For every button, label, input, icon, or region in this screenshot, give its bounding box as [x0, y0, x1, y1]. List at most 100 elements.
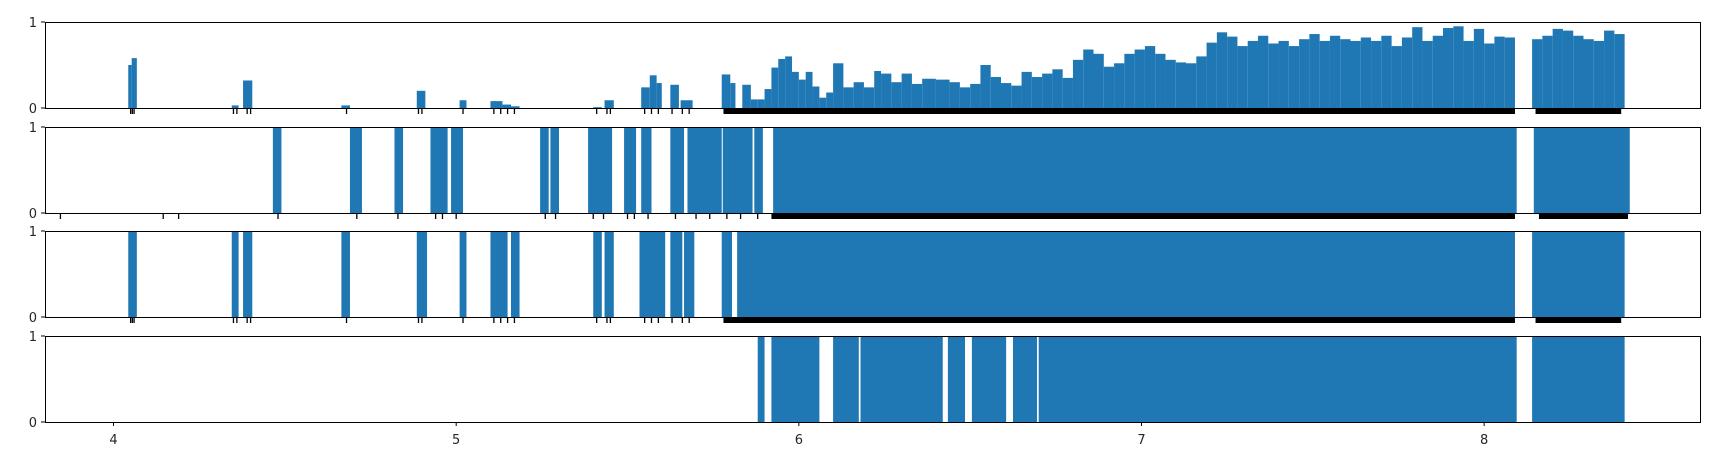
x-tick-label: 8 [1480, 433, 1488, 448]
bar [511, 106, 520, 108]
rug-span [1535, 318, 1622, 323]
bar [771, 67, 779, 108]
bar [1103, 66, 1115, 108]
y-tick-label: 1 [29, 121, 37, 136]
bar [550, 127, 559, 213]
bar [1042, 73, 1053, 108]
bar [341, 105, 350, 108]
bar [243, 80, 253, 108]
bar [1453, 26, 1464, 108]
rug-span [723, 109, 1515, 114]
bar [947, 336, 966, 422]
bar [863, 87, 875, 108]
bar [394, 127, 404, 213]
bar [1155, 53, 1166, 108]
bar [1573, 35, 1584, 109]
bar [680, 100, 693, 108]
bars-group [757, 336, 1625, 422]
bar [1309, 34, 1320, 108]
bar [1216, 32, 1228, 108]
panel-1: 01 [29, 16, 1701, 117]
bar [721, 74, 731, 108]
bar [1473, 28, 1485, 109]
bar [826, 92, 834, 108]
panel-3: 01 [29, 225, 1701, 326]
bar [490, 231, 508, 317]
bar [1052, 69, 1063, 108]
bar [540, 127, 549, 213]
bar [1432, 35, 1444, 109]
bar [833, 63, 844, 108]
bar [511, 231, 520, 317]
bar [459, 100, 467, 108]
bar [1614, 34, 1625, 108]
bar [1593, 40, 1605, 108]
bar [459, 231, 467, 317]
bar [1381, 35, 1392, 109]
bar [687, 127, 722, 213]
bar [1257, 35, 1269, 109]
bar [341, 231, 350, 317]
bar [757, 99, 765, 108]
bar [1021, 71, 1032, 108]
y-tick-label: 0 [29, 416, 37, 431]
rug-span [723, 318, 1515, 323]
bar [231, 105, 239, 108]
bar [1237, 46, 1248, 108]
bar [1532, 336, 1625, 422]
bar [990, 77, 1001, 108]
bar [812, 86, 820, 108]
bar [1299, 39, 1310, 109]
y-tick-label: 0 [29, 311, 37, 326]
bar [1186, 63, 1197, 108]
x-tick-label: 6 [795, 433, 803, 448]
bar [1012, 336, 1037, 422]
bar [1443, 28, 1454, 108]
bar [670, 84, 679, 108]
bar [737, 231, 1515, 317]
bar [243, 231, 253, 317]
bar [980, 65, 991, 108]
bar [624, 127, 637, 213]
bar [1144, 46, 1156, 108]
bar [649, 75, 657, 108]
bar [959, 87, 971, 108]
bar [430, 127, 448, 213]
bar [1532, 39, 1543, 109]
y-tick-label: 1 [29, 330, 37, 345]
bar [901, 73, 912, 108]
bar [1124, 53, 1135, 108]
y-tick-label: 1 [29, 16, 37, 31]
bar [1114, 63, 1125, 108]
bar [1165, 59, 1176, 108]
bar [416, 231, 428, 317]
bar [1062, 77, 1073, 108]
panel-4: 0 1 4 5 6 7 8 [29, 330, 1701, 448]
bar [1562, 30, 1574, 109]
bar [1319, 40, 1330, 108]
bar [1031, 77, 1043, 108]
bar [785, 56, 792, 108]
rug-group [130, 318, 1622, 323]
rug-group [130, 109, 1622, 114]
bar [891, 82, 902, 108]
bar [1268, 43, 1279, 108]
bar [128, 65, 132, 108]
bar [1329, 35, 1341, 109]
bar [416, 90, 426, 108]
bar [1391, 46, 1402, 108]
bar [451, 127, 464, 213]
bar [1533, 127, 1630, 213]
bars-group [128, 26, 1625, 109]
panel-2: 01 [29, 121, 1701, 222]
bar [805, 71, 813, 108]
bar [754, 127, 763, 213]
bar [1134, 49, 1145, 108]
bar [272, 127, 282, 213]
bar [1196, 56, 1207, 108]
bar [1000, 83, 1012, 108]
bar [1227, 36, 1238, 109]
bar [1484, 43, 1495, 108]
bar [593, 231, 602, 317]
